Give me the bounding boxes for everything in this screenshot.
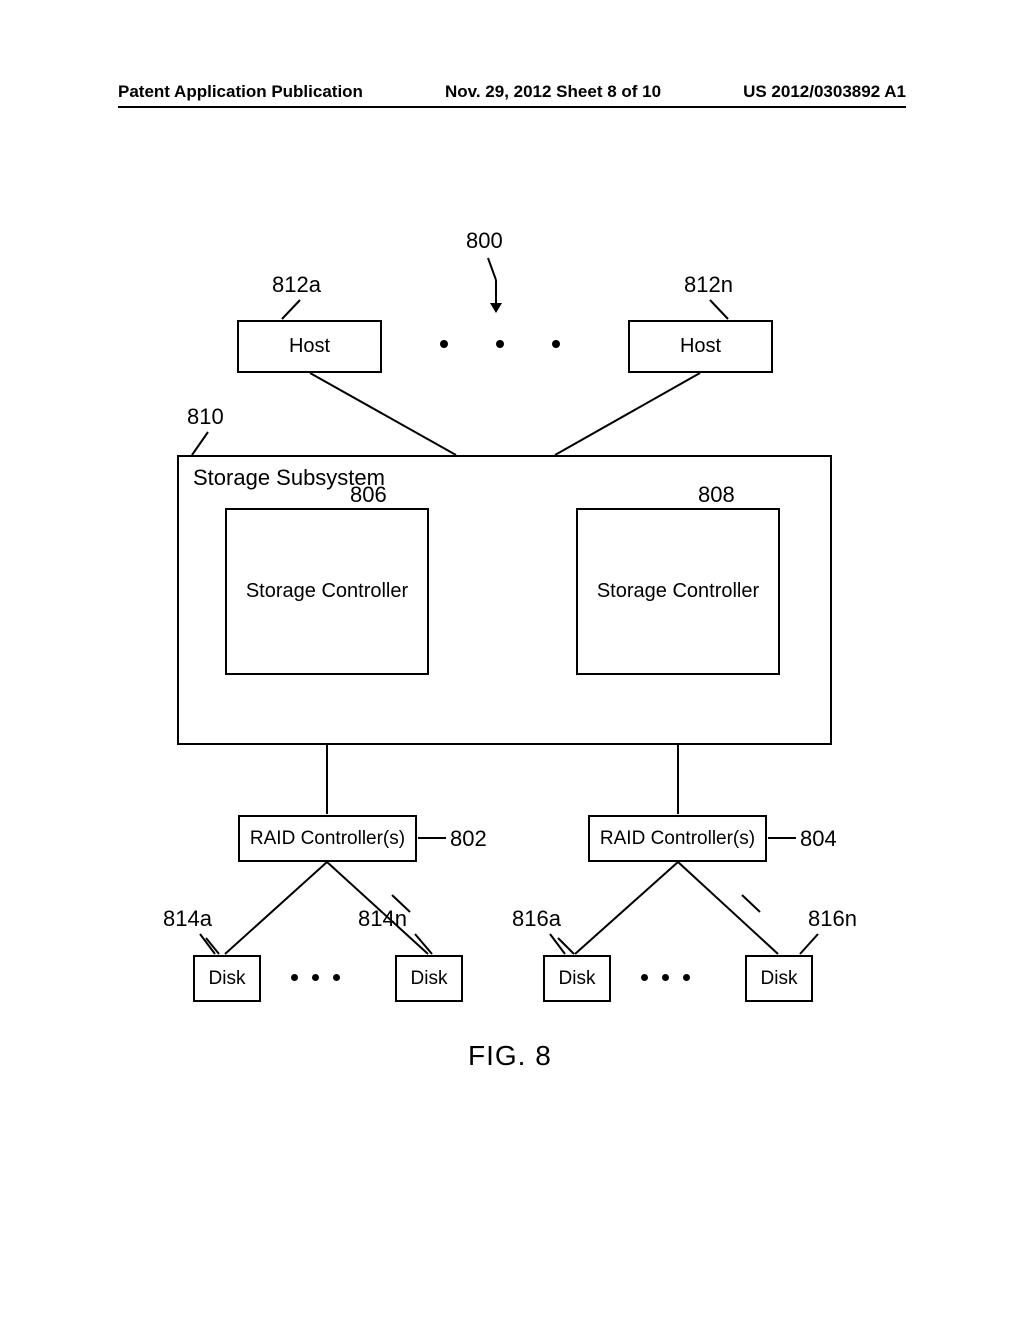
storage-subsystem-ref: 810 (187, 404, 224, 430)
dot-icon (641, 974, 648, 981)
page: Patent Application Publication Nov. 29, … (0, 0, 1024, 1320)
host-a-label: Host (289, 335, 330, 358)
patent-header: Patent Application Publication Nov. 29, … (118, 82, 906, 108)
raid-a-label: RAID Controller(s) (250, 828, 405, 850)
host-ellipsis (440, 340, 560, 348)
host-a-box: Host (237, 320, 382, 373)
figure-caption: FIG. 8 (468, 1040, 552, 1072)
figure-reference: 800 (466, 228, 503, 254)
disk-bn-ref: 816n (808, 906, 857, 932)
disk-a-ellipsis (291, 974, 340, 981)
storage-controller-a-ref: 806 (350, 482, 387, 508)
host-a-ref: 812a (272, 272, 321, 298)
header-right: US 2012/0303892 A1 (743, 82, 906, 102)
dot-icon (291, 974, 298, 981)
raid-b-ref: 804 (800, 826, 837, 852)
dot-icon (662, 974, 669, 981)
raid-a-box: RAID Controller(s) (238, 815, 417, 862)
header-center: Nov. 29, 2012 Sheet 8 of 10 (445, 82, 661, 102)
storage-controller-b-label: Storage Controller (597, 580, 759, 603)
disk-an-ref: 814n (358, 906, 407, 932)
dot-icon (312, 974, 319, 981)
disk-an-label: Disk (411, 968, 448, 990)
raid-b-label: RAID Controller(s) (600, 828, 755, 850)
raid-a-ref: 802 (450, 826, 487, 852)
disk-a1-ref: 814a (163, 906, 212, 932)
storage-controller-b-ref: 808 (698, 482, 735, 508)
disk-b1-box: Disk (543, 955, 611, 1002)
host-n-box: Host (628, 320, 773, 373)
arrow-down-icon (490, 303, 502, 313)
dot-icon (496, 340, 504, 348)
disk-a1-box: Disk (193, 955, 261, 1002)
dot-icon (683, 974, 690, 981)
disk-an-box: Disk (395, 955, 463, 1002)
disk-bn-box: Disk (745, 955, 813, 1002)
storage-controller-a-box: Storage Controller (225, 508, 429, 675)
disk-b1-label: Disk (559, 968, 596, 990)
host-n-label: Host (680, 335, 721, 358)
host-n-ref: 812n (684, 272, 733, 298)
raid-b-box: RAID Controller(s) (588, 815, 767, 862)
storage-controller-b-box: Storage Controller (576, 508, 780, 675)
storage-controller-a-label: Storage Controller (246, 580, 408, 603)
disk-b-ellipsis (641, 974, 690, 981)
dot-icon (333, 974, 340, 981)
disk-b1-ref: 816a (512, 906, 561, 932)
dot-icon (552, 340, 560, 348)
header-left: Patent Application Publication (118, 82, 363, 102)
disk-a1-label: Disk (209, 968, 246, 990)
disk-bn-label: Disk (761, 968, 798, 990)
dot-icon (440, 340, 448, 348)
